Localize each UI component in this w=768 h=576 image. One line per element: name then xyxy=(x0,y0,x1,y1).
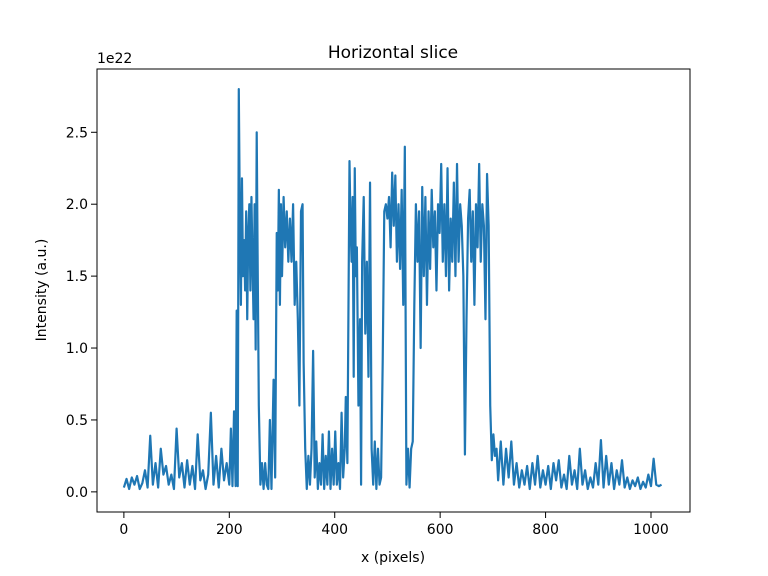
y-offset-label: 1e22 xyxy=(97,51,132,67)
x-axis-label: x (pixels) xyxy=(361,550,425,566)
data-line xyxy=(122,88,663,491)
y-tick-label: 1.5 xyxy=(66,269,88,285)
x-tick-label: 400 xyxy=(321,522,348,538)
y-tick-label: 0.5 xyxy=(66,413,88,429)
plot-frame xyxy=(96,68,691,513)
chart-title: Horizontal slice xyxy=(328,43,458,63)
y-tick-label: 0.0 xyxy=(66,485,88,501)
y-tick-label: 1.0 xyxy=(66,341,88,357)
y-tick-label: 2.0 xyxy=(66,197,88,213)
x-tick-label: 200 xyxy=(216,522,243,538)
x-tick-label: 1000 xyxy=(633,522,669,538)
y-axis-label: Intensity (a.u.) xyxy=(34,239,50,342)
x-tick-label: 800 xyxy=(532,522,559,538)
y-tick-label: 2.5 xyxy=(66,125,88,141)
x-tick-label: 0 xyxy=(119,522,128,538)
x-tick-label: 600 xyxy=(427,522,454,538)
